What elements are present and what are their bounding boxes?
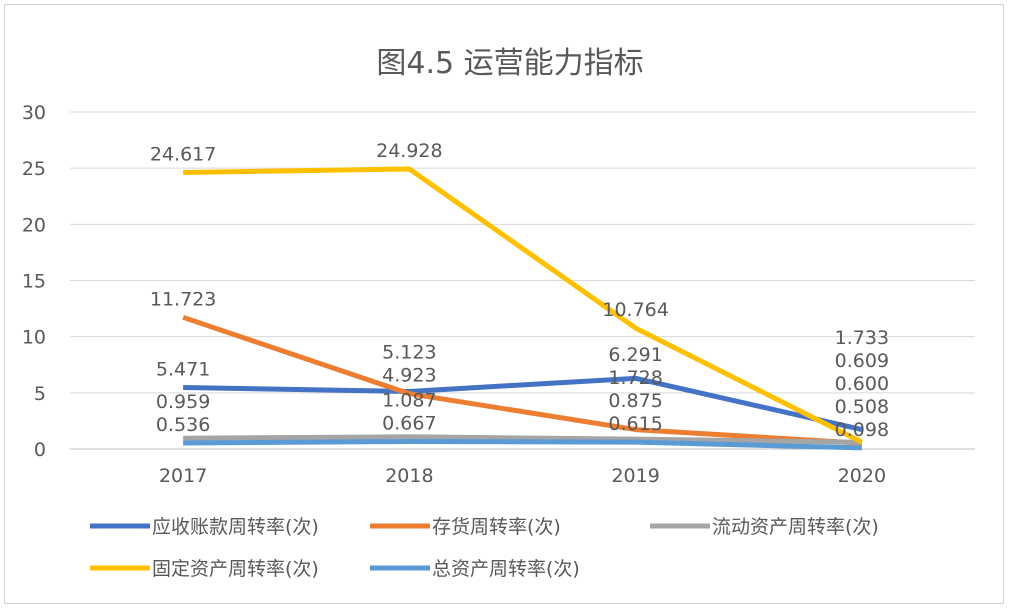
- series-line: [183, 434, 862, 445]
- data-label: 4.923: [382, 365, 436, 387]
- data-label: 0.959: [156, 391, 210, 413]
- legend-label: 总资产周转率(次): [432, 558, 580, 580]
- chart-frame: [4, 4, 1004, 604]
- data-label: 24.617: [150, 143, 216, 165]
- y-tick-label: 10: [22, 327, 46, 349]
- data-label: 0.875: [608, 390, 662, 412]
- x-tick-label: 2019: [611, 465, 659, 487]
- legend-label: 固定资产周转率(次): [152, 558, 319, 580]
- data-label: 5.123: [382, 342, 436, 364]
- data-label: 5.471: [156, 359, 210, 381]
- data-label: 6.291: [608, 344, 662, 366]
- x-tick-label: 2018: [385, 465, 433, 487]
- data-label: 11.723: [150, 288, 216, 310]
- data-label: 0.667: [382, 413, 436, 435]
- y-tick-label: 20: [22, 214, 46, 236]
- data-label: 1.733: [835, 327, 889, 349]
- x-tick-label: 2020: [838, 465, 886, 487]
- legend-label: 应收账款周转率(次): [152, 516, 319, 538]
- data-label: 0.508: [835, 396, 889, 418]
- data-label: 0.600: [835, 373, 889, 395]
- y-tick-label: 30: [22, 102, 46, 124]
- data-label: 0.615: [608, 413, 662, 435]
- data-label: 24.928: [376, 140, 442, 162]
- x-tick-label: 2017: [159, 465, 207, 487]
- series-line: [183, 375, 863, 432]
- y-tick-label: 15: [22, 271, 46, 293]
- series-line: [183, 166, 864, 445]
- data-label: 10.764: [602, 299, 668, 321]
- data-label: 0.098: [835, 419, 889, 441]
- chart-title: 图4.5 运营能力指标: [376, 46, 643, 81]
- data-label: 0.609: [835, 350, 889, 372]
- series-line: [183, 439, 862, 451]
- y-tick-label: 0: [34, 439, 46, 461]
- y-tick-label: 5: [34, 383, 46, 405]
- y-tick-label: 25: [22, 158, 46, 180]
- legend-label: 存货周转率(次): [432, 516, 561, 538]
- series-line: [182, 314, 863, 446]
- legend-label: 流动资产周转率(次): [712, 516, 879, 538]
- data-label: 1.087: [382, 390, 436, 412]
- data-label: 1.728: [608, 367, 662, 389]
- data-label: 0.536: [156, 414, 210, 436]
